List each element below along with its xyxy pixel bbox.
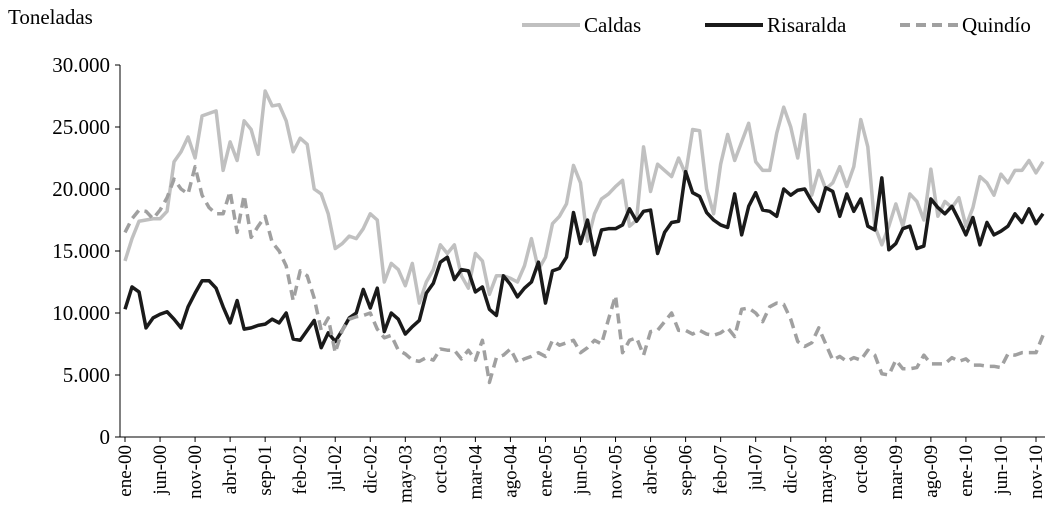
y-tick-label: 20.000 (52, 177, 110, 201)
x-tick-label: oct-03 (430, 445, 451, 494)
x-tick-label: nov-00 (185, 445, 206, 499)
x-tick-label: jun-05 (570, 445, 591, 496)
x-tick-label: jul-02 (325, 445, 346, 491)
x-tick-label: jul-07 (746, 445, 767, 491)
x-tick-label: mar-09 (886, 445, 907, 500)
legend-label: Risaralda (767, 13, 847, 37)
y-tick-label: 25.000 (52, 115, 110, 139)
x-tick-label: may-08 (816, 445, 837, 503)
x-tick-label: feb-07 (711, 445, 732, 495)
y-tick-label: 15.000 (52, 239, 110, 263)
x-tick-label: abr-06 (641, 445, 662, 494)
x-tick-label: nov-05 (606, 445, 627, 499)
x-tick-label: ago-09 (921, 445, 942, 498)
x-tick-label: ene-05 (535, 445, 556, 497)
x-tick-label: sep-06 (676, 445, 697, 496)
x-tick-label: dic-07 (781, 445, 802, 494)
legend-label: Caldas (584, 13, 641, 37)
x-tick-label: sep-01 (255, 445, 276, 496)
x-tick-label: ene-00 (115, 445, 136, 497)
x-tick-label: oct-08 (851, 445, 872, 494)
y-tick-label: 0 (100, 425, 111, 449)
series-line (123, 89, 1045, 305)
x-tick-label: may-03 (395, 445, 416, 503)
series-line (123, 164, 1045, 385)
x-tick-label: nov-10 (1026, 445, 1047, 499)
x-tick-label: mar-04 (465, 445, 486, 500)
x-tick-label: dic-02 (360, 445, 381, 494)
x-tick-label: feb-02 (290, 445, 311, 495)
y-tick-label: 30.000 (52, 53, 110, 77)
x-tick-label: ene-10 (956, 445, 977, 497)
x-tick-label: abr-01 (220, 445, 241, 494)
x-tick-label: jun-10 (991, 445, 1012, 496)
y-tick-label: 5.000 (63, 363, 110, 387)
x-tick-label: ago-04 (500, 445, 521, 498)
y-tick-label: 10.000 (52, 301, 110, 325)
legend-label: Quindío (962, 13, 1031, 37)
y-axis-title: Toneladas (8, 5, 93, 29)
series-line (123, 169, 1045, 350)
x-tick-label: jun-00 (150, 445, 171, 496)
